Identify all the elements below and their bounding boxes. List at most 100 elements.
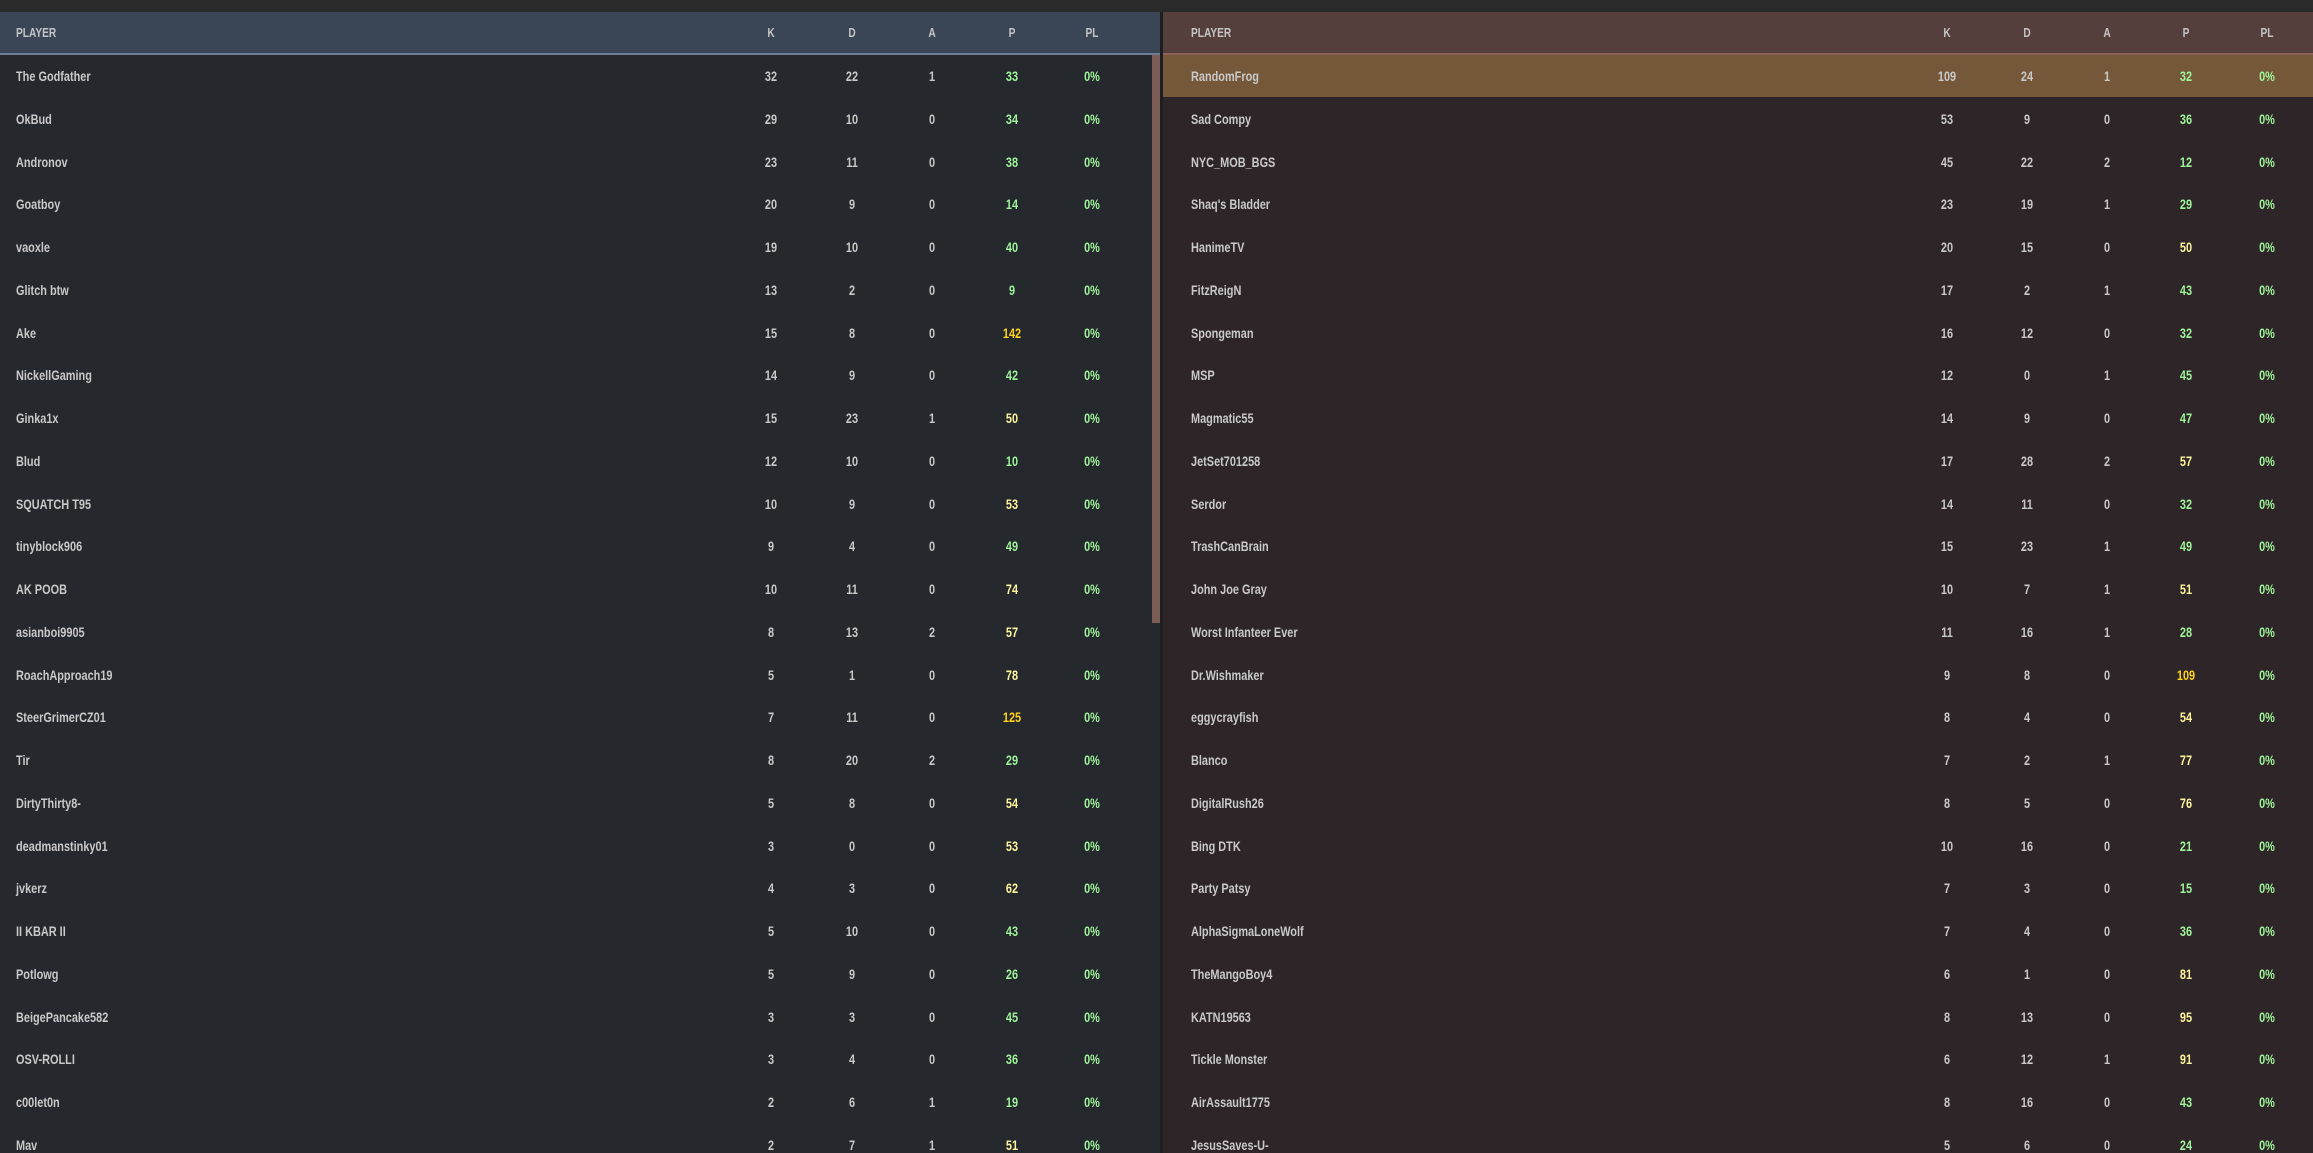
header-player[interactable]: PLAYER bbox=[1191, 25, 1232, 40]
player-row[interactable]: AK POOB 10 11 0 74 0% bbox=[0, 568, 1160, 610]
kills: 20 bbox=[764, 196, 778, 213]
player-row[interactable]: Magmatic55 14 9 0 47 0% bbox=[1163, 397, 2313, 439]
player-row[interactable]: RandomFrog 109 24 1 32 0% bbox=[1163, 55, 2313, 97]
player-row[interactable]: eggycrayfish 8 4 0 54 0% bbox=[1163, 696, 2313, 738]
player-row[interactable]: KATN19563 8 13 0 95 0% bbox=[1163, 996, 2313, 1038]
player-row[interactable]: Ake 15 8 0 142 0% bbox=[0, 312, 1160, 354]
kills: 8 bbox=[1943, 709, 1951, 726]
player-row[interactable]: jvkerz 4 3 0 62 0% bbox=[0, 867, 1160, 909]
ping: 50 bbox=[2179, 239, 2193, 255]
player-row[interactable]: deadmanstinky01 3 0 0 53 0% bbox=[0, 825, 1160, 867]
header-ping[interactable]: P bbox=[2182, 25, 2190, 40]
player-row[interactable]: BeigePancake582 3 3 0 45 0% bbox=[0, 996, 1160, 1038]
player-row[interactable]: John Joe Gray 10 7 1 51 0% bbox=[1163, 568, 2313, 610]
player-row[interactable]: Goatboy 20 9 0 14 0% bbox=[0, 183, 1160, 225]
player-row[interactable]: RoachApproach19 5 1 0 78 0% bbox=[0, 654, 1160, 696]
deaths: 16 bbox=[2020, 623, 2034, 640]
player-row[interactable]: Blud 12 10 0 10 0% bbox=[0, 440, 1160, 482]
header-deaths[interactable]: D bbox=[848, 25, 856, 40]
player-row[interactable]: Tir 8 20 2 29 0% bbox=[0, 739, 1160, 781]
player-name: BeigePancake582 bbox=[16, 1008, 109, 1025]
kills: 7 bbox=[1943, 880, 1951, 897]
ping: 21 bbox=[2179, 837, 2193, 854]
header-packet-loss[interactable]: PL bbox=[1085, 25, 1099, 40]
packet-loss: 0% bbox=[1084, 1051, 1100, 1068]
deaths: 8 bbox=[848, 794, 856, 811]
player-row[interactable]: vaoxle 19 10 0 40 0% bbox=[0, 226, 1160, 268]
player-row[interactable]: Blanco 7 2 1 77 0% bbox=[1163, 739, 2313, 781]
assists: 0 bbox=[928, 794, 936, 811]
player-row[interactable]: TheMangoBoy4 6 1 0 81 0% bbox=[1163, 953, 2313, 995]
player-row[interactable]: MSP 12 0 1 45 0% bbox=[1163, 354, 2313, 396]
player-row[interactable]: Worst Infanteer Ever 11 16 1 28 0% bbox=[1163, 611, 2313, 653]
player-row[interactable]: HanimeTV 20 15 0 50 0% bbox=[1163, 226, 2313, 268]
player-row[interactable]: The Godfather 32 22 1 33 0% bbox=[0, 55, 1160, 97]
ping: 91 bbox=[2179, 1051, 2193, 1068]
player-row[interactable]: Dr.Wishmaker 9 8 0 109 0% bbox=[1163, 654, 2313, 696]
player-row[interactable]: SteerGrimerCZ01 7 11 0 125 0% bbox=[0, 696, 1160, 738]
player-row[interactable]: FitzReigN 17 2 1 43 0% bbox=[1163, 269, 2313, 311]
deaths: 3 bbox=[2023, 880, 2031, 897]
player-row[interactable]: Sad Compy 53 9 0 36 0% bbox=[1163, 98, 2313, 140]
packet-loss: 0% bbox=[1084, 68, 1100, 84]
header-packet-loss[interactable]: PL bbox=[2260, 25, 2274, 40]
player-row[interactable]: OkBud 29 10 0 34 0% bbox=[0, 98, 1160, 140]
packet-loss: 0% bbox=[1084, 410, 1100, 426]
player-row[interactable]: AlphaSigmaLoneWolf 7 4 0 36 0% bbox=[1163, 910, 2313, 952]
ping: 10 bbox=[1005, 452, 1019, 469]
kills: 9 bbox=[767, 538, 775, 555]
ping: 53 bbox=[1005, 495, 1019, 512]
header-kills[interactable]: K bbox=[767, 25, 775, 40]
packet-loss: 0% bbox=[2259, 581, 2275, 597]
assists: 0 bbox=[2103, 1008, 2111, 1025]
player-row[interactable]: Shaq's Bladder 23 19 1 29 0% bbox=[1163, 183, 2313, 225]
deaths: 4 bbox=[848, 538, 856, 555]
player-row[interactable]: OSV-ROLLI 3 4 0 36 0% bbox=[0, 1038, 1160, 1080]
player-row[interactable]: Potlowg 5 9 0 26 0% bbox=[0, 953, 1160, 995]
header-ping[interactable]: P bbox=[1008, 25, 1016, 40]
player-row[interactable]: JetSet701258 17 28 2 57 0% bbox=[1163, 440, 2313, 482]
player-row[interactable]: Glitch btw 13 2 0 9 0% bbox=[0, 269, 1160, 311]
player-row[interactable]: Spongeman 16 12 0 32 0% bbox=[1163, 312, 2313, 354]
deaths: 28 bbox=[2020, 452, 2034, 469]
player-row[interactable]: tinyblock906 9 4 0 49 0% bbox=[0, 525, 1160, 567]
deaths: 9 bbox=[2023, 410, 2031, 426]
assists: 0 bbox=[928, 153, 936, 170]
player-row[interactable]: II KBAR II 5 10 0 43 0% bbox=[0, 910, 1160, 952]
player-row[interactable]: JesusSaves-U- 5 6 0 24 0% bbox=[1163, 1124, 2313, 1153]
player-row[interactable]: Andronov 23 11 0 38 0% bbox=[0, 141, 1160, 183]
header-player[interactable]: PLAYER bbox=[16, 25, 57, 40]
player-row[interactable]: DigitalRush26 8 5 0 76 0% bbox=[1163, 782, 2313, 824]
player-row[interactable]: DirtyThirty8- 5 8 0 54 0% bbox=[0, 782, 1160, 824]
packet-loss: 0% bbox=[1084, 623, 1100, 640]
header-deaths[interactable]: D bbox=[2023, 25, 2031, 40]
header-assists[interactable]: A bbox=[928, 25, 936, 40]
player-name: deadmanstinky01 bbox=[16, 837, 108, 854]
player-row[interactable]: Party Patsy 7 3 0 15 0% bbox=[1163, 867, 2313, 909]
scrollbar-thumb[interactable] bbox=[1152, 55, 1160, 623]
assists: 2 bbox=[2103, 153, 2111, 170]
player-row[interactable]: TrashCanBrain 15 23 1 49 0% bbox=[1163, 525, 2313, 567]
ping: 32 bbox=[2179, 68, 2193, 84]
player-row[interactable]: Bing DTK 10 16 0 21 0% bbox=[1163, 825, 2313, 867]
kills: 7 bbox=[767, 709, 775, 726]
player-row[interactable]: Serdor 14 11 0 32 0% bbox=[1163, 483, 2313, 525]
assists: 1 bbox=[2103, 538, 2111, 555]
player-row[interactable]: AirAssault1775 8 16 0 43 0% bbox=[1163, 1081, 2313, 1123]
deaths: 12 bbox=[2020, 1051, 2034, 1068]
player-row[interactable]: c00let0n 2 6 1 19 0% bbox=[0, 1081, 1160, 1123]
assists: 1 bbox=[2103, 581, 2111, 597]
player-row[interactable]: Tickle Monster 6 12 1 91 0% bbox=[1163, 1038, 2313, 1080]
player-row[interactable]: NYC_MOB_BGS 45 22 2 12 0% bbox=[1163, 141, 2313, 183]
player-row[interactable]: NickellGaming 14 9 0 42 0% bbox=[0, 354, 1160, 396]
header-kills[interactable]: K bbox=[1943, 25, 1951, 40]
packet-loss: 0% bbox=[2259, 452, 2275, 469]
player-row[interactable]: asianboi9905 8 13 2 57 0% bbox=[0, 611, 1160, 653]
player-name: JesusSaves-U- bbox=[1191, 1136, 1269, 1153]
player-row[interactable]: Mav 2 7 1 51 0% bbox=[0, 1124, 1160, 1153]
ping: 49 bbox=[2179, 538, 2193, 555]
player-row[interactable]: Ginka1x 15 23 1 50 0% bbox=[0, 397, 1160, 439]
header-assists[interactable]: A bbox=[2103, 25, 2111, 40]
player-row[interactable]: SQUATCH T95 10 9 0 53 0% bbox=[0, 483, 1160, 525]
kills: 10 bbox=[764, 495, 778, 512]
